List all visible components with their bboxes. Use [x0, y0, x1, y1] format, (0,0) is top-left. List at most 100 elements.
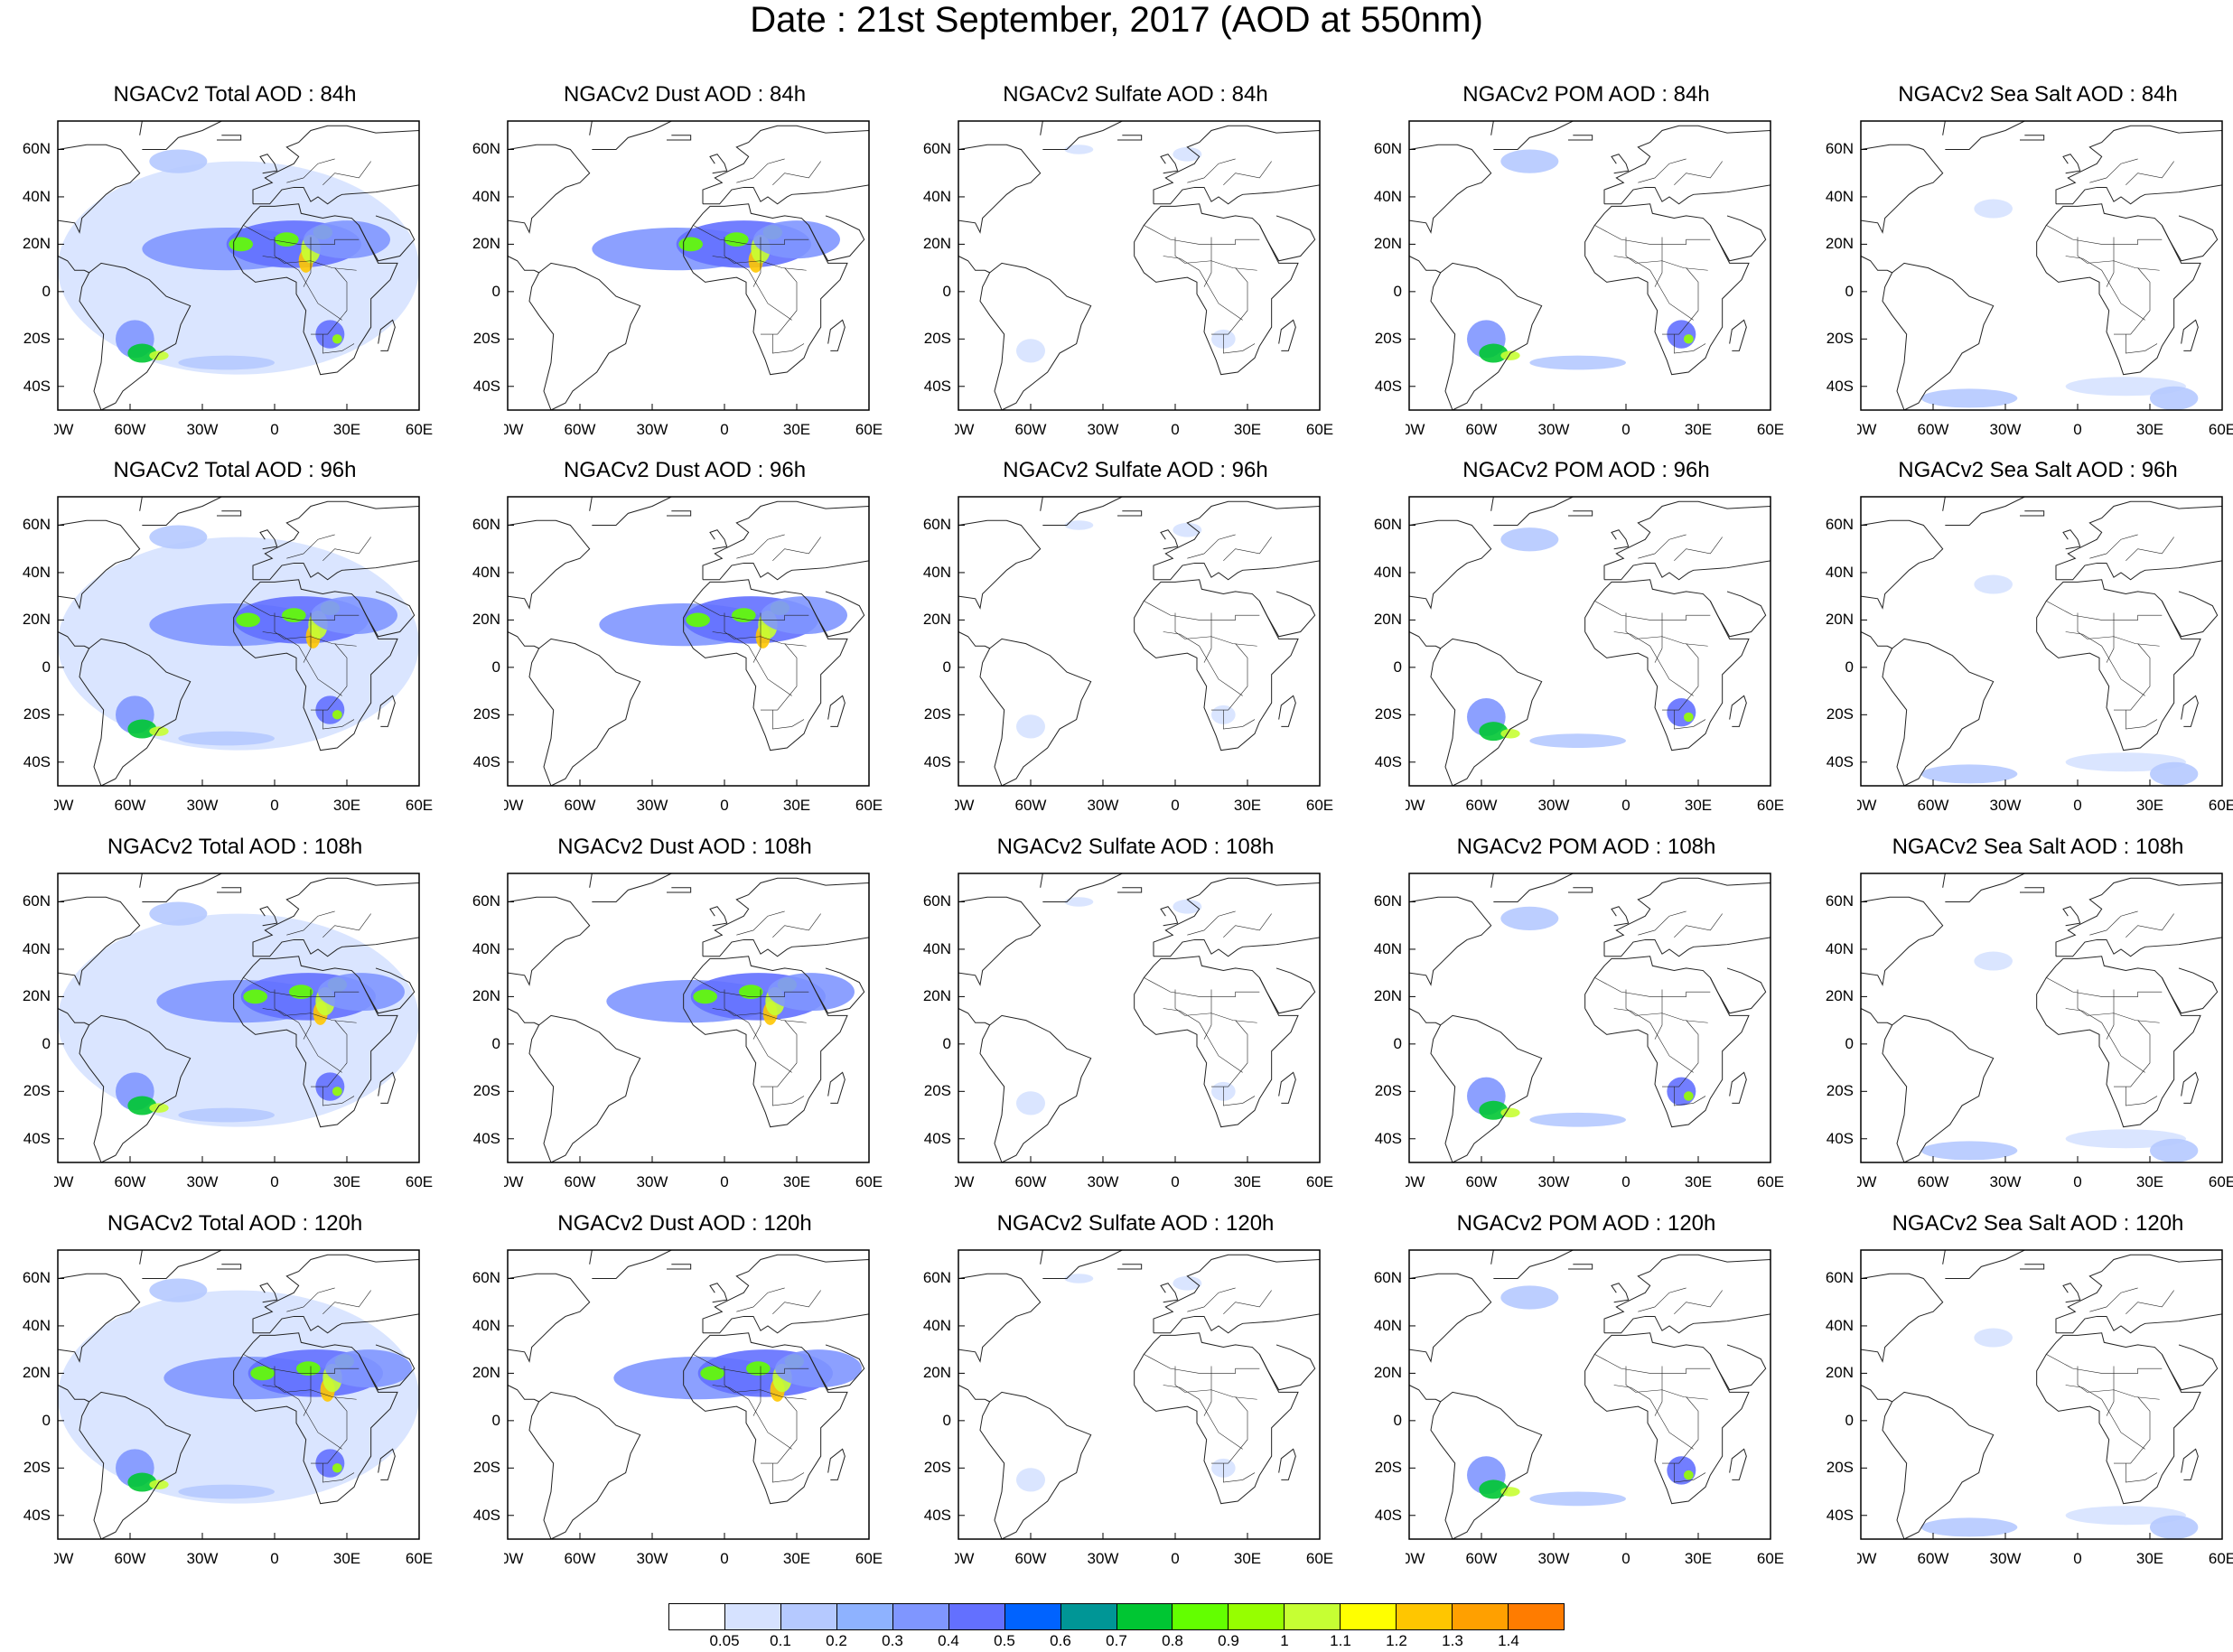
- coastline: [1942, 497, 2025, 526]
- colorbar-box: [1004, 1603, 1060, 1630]
- coastline: [2055, 877, 2222, 957]
- coastline: [958, 1008, 990, 1026]
- colorbar-label: 1.4: [1498, 1632, 1519, 1649]
- x-tick-label: 60E: [855, 797, 883, 814]
- coastline: [1674, 1463, 1706, 1483]
- x-tick-label: 90W: [1406, 797, 1425, 814]
- coastline: [1882, 638, 1995, 786]
- aod-map: 90W 60W 30W 0 30E 60E: [1406, 1249, 1784, 1567]
- x-tick-label: 60E: [1306, 1173, 1333, 1190]
- map-panel: NGACv2 Sea Salt AOD : 96h 90W 60W 30W 0 30E 60…: [1821, 459, 2233, 815]
- coastline: [1153, 877, 1320, 957]
- coastline: [1117, 135, 1143, 141]
- coastline: [2062, 529, 2081, 550]
- coastline: [259, 1283, 278, 1303]
- y-tick-label: 20S: [1374, 1459, 1402, 1477]
- coastline: [1568, 887, 1593, 893]
- coastline: [1882, 1014, 1995, 1162]
- coastline: [2055, 1254, 2222, 1334]
- coastline: [1409, 144, 1492, 234]
- coastline: [1258, 215, 1316, 262]
- panel-title: NGACv2 Dust AOD : 120h: [557, 1211, 812, 1236]
- aod-patch: [1684, 1470, 1694, 1480]
- aod-patch: [229, 237, 253, 252]
- y-tick-label: 0: [42, 282, 51, 300]
- y-tick-label: 60N: [1373, 1269, 1402, 1287]
- x-tick-label: 30E: [1685, 1550, 1712, 1567]
- x-tick-label: 60E: [1306, 421, 1333, 438]
- coastline: [1409, 1385, 1441, 1403]
- coastline: [2161, 591, 2219, 638]
- coastline: [683, 956, 848, 1128]
- coastline: [1163, 256, 1243, 321]
- x-tick-label: 30W: [1990, 1173, 2022, 1190]
- plot-frame: [958, 120, 1321, 411]
- x-tick-label: 60W: [1015, 797, 1047, 814]
- coastline: [1613, 256, 1694, 321]
- y-tick-label: 20S: [1826, 330, 1854, 348]
- coastline: [2126, 1087, 2158, 1106]
- x-tick-label: 30W: [187, 421, 219, 438]
- coastline: [233, 579, 398, 751]
- coastline: [528, 1014, 641, 1162]
- plot-frame: [1860, 496, 2223, 787]
- coastline: [667, 135, 692, 141]
- y-tick-label: 20N: [1825, 235, 1854, 253]
- y-tick-label: 20N: [22, 1364, 51, 1382]
- plot-frame: [1860, 120, 2223, 411]
- map-panel: NGACv2 Sulfate AOD : 84h 90W 60W 30W 0 30E 60E…: [919, 83, 1333, 439]
- aod-patch: [1684, 334, 1694, 344]
- x-tick-label: 60E: [855, 421, 883, 438]
- aod-patch: [1479, 343, 1509, 363]
- x-tick-label: 90W: [1857, 797, 1876, 814]
- map-panel: NGACv2 Dust AOD : 96h 90W 60W 30W 0 30E 60E 60N…: [468, 459, 883, 815]
- panel-title: NGACv2 POM AOD : 96h: [1462, 458, 1710, 482]
- coastline: [2114, 267, 2151, 335]
- x-tick-label: 60E: [2209, 1173, 2233, 1190]
- coastline: [1709, 967, 1767, 1014]
- coastline: [1638, 158, 1686, 183]
- coastline: [1882, 1391, 1995, 1539]
- coastline: [1594, 601, 1711, 621]
- y-tick-label: 40N: [922, 187, 951, 205]
- coastline: [311, 643, 348, 711]
- aod-patch: [1500, 906, 1559, 930]
- coastline: [709, 906, 728, 927]
- y-tick-label: 40S: [1826, 1129, 1854, 1147]
- coastline: [724, 989, 807, 1023]
- panel-title: NGACv2 Total AOD : 108h: [107, 835, 363, 859]
- y-tick-label: 40N: [472, 563, 500, 581]
- x-tick-label: 0: [2073, 421, 2081, 438]
- coastline: [808, 1344, 865, 1391]
- y-tick-label: 0: [942, 658, 951, 676]
- coastline: [2181, 695, 2199, 727]
- coastline: [693, 601, 809, 621]
- coastline: [1861, 144, 1944, 234]
- coastline: [1584, 1332, 1750, 1505]
- map-panel: NGACv2 Sulfate AOD : 96h 90W 60W 30W 0 30E 60E…: [919, 459, 1333, 815]
- y-tick-label: 40S: [1826, 1506, 1854, 1524]
- coastline: [2020, 1264, 2045, 1270]
- coastline: [259, 906, 278, 927]
- plot-frame: [1408, 1249, 1771, 1540]
- aod-patch: [127, 343, 157, 363]
- coastline: [2062, 1283, 2081, 1303]
- aod-patch: [318, 973, 405, 1012]
- coastline: [1662, 643, 1699, 711]
- x-tick-label: 30W: [1088, 1173, 1119, 1190]
- coastline: [979, 1014, 1092, 1162]
- coastline: [761, 1020, 798, 1087]
- coastline: [2020, 887, 2045, 893]
- coastline: [2126, 913, 2174, 938]
- y-tick-label: 40S: [1374, 1506, 1402, 1524]
- x-tick-label: 30E: [1234, 1550, 1261, 1567]
- y-tick-label: 40N: [1825, 563, 1854, 581]
- colorbar-label: 0.9: [1218, 1632, 1239, 1649]
- y-tick-label: 20N: [22, 987, 51, 1005]
- aod-patch: [1064, 520, 1094, 530]
- x-tick-label: 30W: [187, 797, 219, 814]
- y-tick-label: 20S: [23, 705, 51, 723]
- x-tick-label: 60W: [1015, 1550, 1047, 1567]
- x-tick-label: 0: [1171, 797, 1179, 814]
- coastline: [1203, 237, 1212, 287]
